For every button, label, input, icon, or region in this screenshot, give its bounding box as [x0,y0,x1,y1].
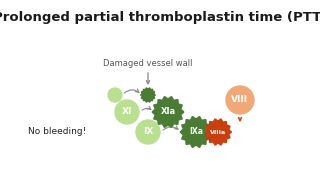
Text: Damaged vessel wall: Damaged vessel wall [103,58,193,68]
Polygon shape [144,91,152,99]
Polygon shape [187,123,205,141]
Text: VIII: VIII [231,96,249,105]
Circle shape [136,120,160,144]
Circle shape [115,100,139,124]
Text: XIa: XIa [160,107,176,116]
Circle shape [108,88,122,102]
Polygon shape [180,116,212,147]
Polygon shape [141,88,155,102]
Circle shape [226,86,254,114]
Text: XI: XI [122,107,132,116]
Polygon shape [210,124,226,140]
Text: No bleeding!: No bleeding! [28,127,86,136]
Polygon shape [159,103,177,121]
Text: IX: IX [143,127,153,136]
Text: IXa: IXa [189,127,203,136]
Text: Prolonged partial thromboplastin time (PTT): Prolonged partial thromboplastin time (P… [0,12,320,24]
Polygon shape [204,119,231,145]
Polygon shape [152,96,184,127]
Text: VIIIa: VIIIa [210,129,226,134]
